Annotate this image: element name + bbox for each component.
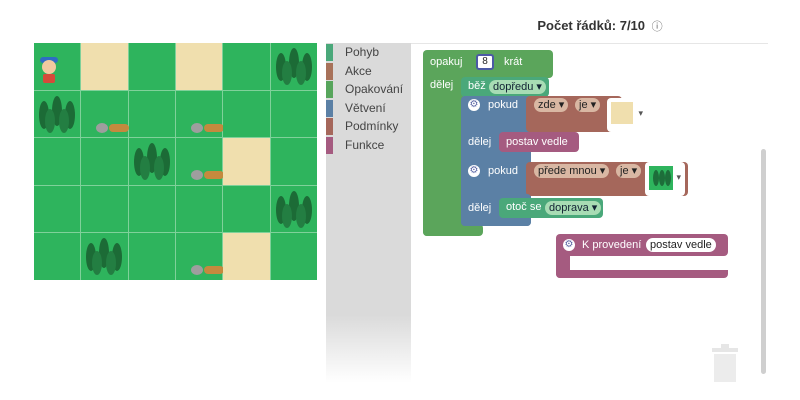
repeat-count-input[interactable]: 8 bbox=[476, 54, 494, 70]
grid-cell bbox=[34, 185, 81, 233]
repeat-do-label: dělej bbox=[430, 79, 454, 91]
condition1-dropdown-arrow: ▾ bbox=[638, 108, 643, 118]
toolbox-category[interactable]: Akce bbox=[326, 62, 411, 81]
grid-cell bbox=[128, 185, 175, 233]
repeat-block-side bbox=[423, 74, 463, 236]
grid-cell bbox=[175, 90, 224, 138]
rock-log-icon bbox=[95, 121, 131, 133]
grid-cell bbox=[34, 233, 81, 280]
repeat-label: opakuj bbox=[430, 56, 463, 68]
toolbox-category[interactable]: Opakování bbox=[326, 80, 411, 99]
condition1-tile-picker[interactable]: ▾ bbox=[607, 98, 647, 132]
rock-log-icon bbox=[190, 263, 226, 276]
trees-icon bbox=[36, 93, 79, 135]
move-label: běž bbox=[468, 80, 486, 92]
move-direction-dropdown[interactable]: dopředu ▾ bbox=[489, 80, 546, 94]
grid-cell bbox=[128, 90, 175, 138]
trash-icon[interactable] bbox=[710, 344, 740, 383]
grid-cell bbox=[81, 90, 130, 138]
grid-cell bbox=[223, 43, 270, 90]
function-label: K provedení bbox=[582, 239, 642, 251]
info-icon[interactable]: ⓘ bbox=[651, 21, 663, 33]
category-color-swatch bbox=[326, 118, 333, 135]
toolbox-category[interactable]: Podmínky bbox=[326, 117, 411, 136]
category-color-swatch bbox=[326, 81, 333, 98]
condition2-tile-picker[interactable]: ▾ bbox=[645, 162, 685, 196]
build-block[interactable] bbox=[499, 132, 579, 152]
grid-cell bbox=[128, 138, 175, 185]
grid-cell bbox=[81, 185, 128, 233]
grid-cell bbox=[175, 138, 224, 185]
category-color-swatch bbox=[326, 44, 333, 61]
build-label: postav vedle bbox=[506, 136, 568, 148]
grid-cell bbox=[223, 233, 270, 280]
if2-do-label-front: dělej bbox=[468, 202, 492, 214]
lines-counter-label: Počet řádků: 7/10 bbox=[537, 18, 646, 33]
grid-cell bbox=[175, 185, 223, 233]
trees-icon bbox=[131, 140, 174, 182]
grid-cell bbox=[270, 90, 317, 138]
lines-counter: Počet řádků: 7/10 ⓘ bbox=[480, 18, 720, 34]
rock-log-icon bbox=[190, 168, 226, 181]
gear-icon[interactable]: ⚙ bbox=[468, 99, 480, 111]
sand-tile-icon bbox=[611, 102, 633, 124]
grid-cell bbox=[81, 138, 128, 185]
program-workspace[interactable]: opakuj 8 krát dělej běž dopředu ▾ ⚙ poku… bbox=[411, 43, 768, 383]
function-block-bottom bbox=[556, 270, 728, 278]
category-color-swatch bbox=[326, 99, 333, 117]
gear-icon[interactable]: ⚙ bbox=[468, 165, 480, 177]
condition1-is-dropdown[interactable]: je ▾ bbox=[575, 98, 601, 112]
if1-label: pokud bbox=[488, 99, 518, 111]
grid-cell bbox=[223, 138, 270, 185]
rock-log-icon bbox=[190, 121, 226, 133]
workspace-scrollbar[interactable] bbox=[761, 149, 766, 374]
block-toolbox: Pohyb Akce Opakování Větvení Podmínky Funkce bbox=[326, 43, 411, 383]
toolbox-category[interactable]: Funkce bbox=[326, 136, 411, 155]
trees-icon bbox=[83, 235, 126, 277]
turn-direction-dropdown[interactable]: doprava ▾ bbox=[545, 201, 602, 215]
trees-icon bbox=[273, 45, 316, 87]
toolbox-category[interactable]: Větvení bbox=[326, 99, 411, 118]
grid-cell bbox=[223, 90, 270, 138]
grid-cell bbox=[34, 138, 81, 185]
trees-icon bbox=[273, 188, 316, 230]
toolbox-category-label: Funkce bbox=[345, 137, 385, 152]
grid-cell bbox=[128, 43, 175, 90]
gear-icon[interactable]: ⚙ bbox=[563, 239, 575, 251]
toolbox-category-label: Větvení bbox=[345, 100, 386, 115]
grid-cell bbox=[270, 138, 317, 185]
trees-tile-icon bbox=[649, 166, 673, 190]
condition2-is-dropdown[interactable]: je ▾ bbox=[616, 164, 642, 178]
grid-cell bbox=[34, 43, 81, 90]
robot-icon bbox=[34, 55, 64, 85]
grid-cell bbox=[223, 185, 270, 233]
grid-cell bbox=[270, 185, 317, 233]
toolbox-category-label: Podmínky bbox=[345, 119, 399, 133]
condition2-dropdown-arrow: ▾ bbox=[676, 172, 681, 182]
category-color-swatch bbox=[326, 136, 333, 154]
grid-cell bbox=[81, 233, 128, 280]
condition2-subject-dropdown[interactable]: přede mnou ▾ bbox=[534, 164, 610, 178]
condition1-subject-dropdown[interactable]: zde ▾ bbox=[534, 98, 569, 112]
toolbox-category-label: Opakování bbox=[345, 82, 404, 96]
grid-cell bbox=[175, 43, 223, 90]
times-label: krát bbox=[504, 56, 523, 68]
grid-cell bbox=[270, 233, 317, 280]
if1-do-label: dělej bbox=[468, 136, 492, 148]
game-board bbox=[34, 43, 317, 280]
grid-cell bbox=[270, 43, 317, 90]
grid-cell bbox=[128, 233, 175, 280]
grid-cell bbox=[175, 233, 224, 280]
turn-label: otoč se bbox=[506, 201, 542, 213]
function-name-field[interactable]: postav vedle bbox=[646, 238, 716, 252]
grid-cell bbox=[34, 90, 81, 138]
if2-label: pokud bbox=[488, 165, 518, 177]
toolbox-category[interactable]: Pohyb bbox=[326, 43, 411, 62]
category-color-swatch bbox=[326, 62, 333, 80]
repeat-block-bottom bbox=[423, 224, 483, 236]
toolbox-category-label: Pohyb bbox=[345, 45, 380, 59]
toolbox-category-label: Akce bbox=[345, 63, 372, 78]
grid-cell bbox=[81, 43, 128, 90]
